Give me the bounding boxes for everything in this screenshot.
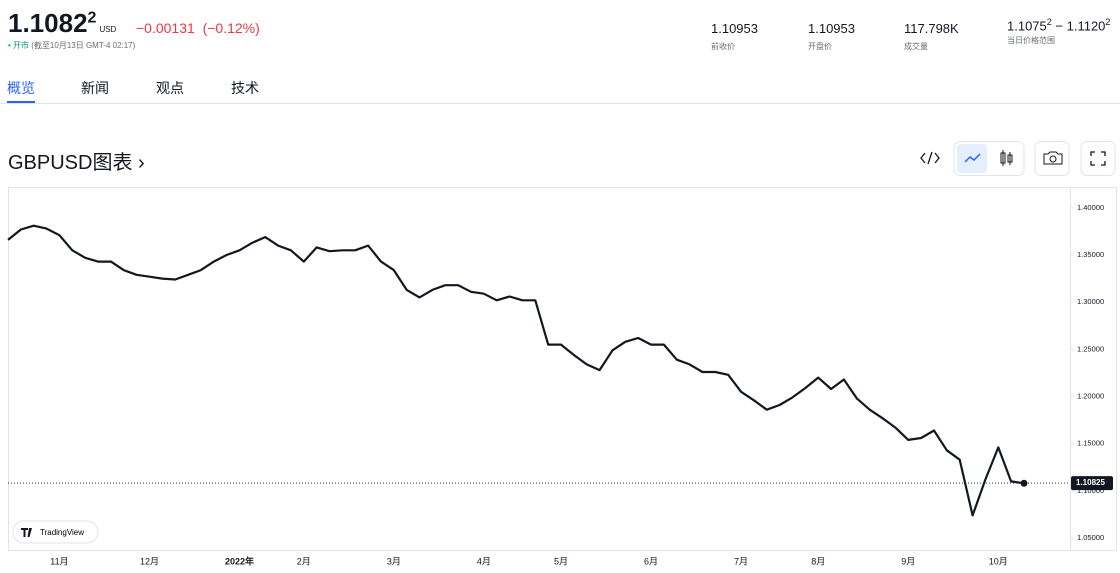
embed-button[interactable] <box>920 151 940 165</box>
x-tick-label: 8月 <box>811 556 825 566</box>
tab-indicator <box>7 101 35 103</box>
y-tick-label: 1.20000 <box>1077 391 1104 400</box>
x-tick-label: 3月 <box>387 556 401 566</box>
y-tick-label: 1.25000 <box>1077 344 1104 353</box>
change-value: −0.00131 <box>136 20 195 36</box>
x-tick-label: 5月 <box>554 556 568 566</box>
range-sup: 2 <box>1046 17 1052 27</box>
stat-label: 前收价 <box>711 42 735 51</box>
x-tick-label: 2月 <box>297 556 311 566</box>
x-tick-label: 11月 <box>50 556 68 566</box>
last-price-label: 1.10825 <box>1076 478 1105 487</box>
separator <box>0 103 1120 104</box>
watermark: TradingView <box>40 528 84 537</box>
x-tick-label: 12月 <box>140 556 159 566</box>
snapshot-button[interactable] <box>1034 141 1070 176</box>
chart-title[interactable]: GBPUSD图表 › <box>8 152 145 174</box>
y-tick-label: 1.05000 <box>1077 533 1104 542</box>
change-pct: (−0.12%) <box>202 20 260 36</box>
watermark-logo <box>21 528 32 537</box>
range-low: 1.1075 <box>1007 18 1047 34</box>
stat-value: 1.10953 <box>711 21 758 36</box>
toolbar <box>920 141 1116 176</box>
y-tick-label: 1.10000 <box>1077 486 1104 495</box>
tab[interactable]: 概览 <box>7 80 35 96</box>
stat-value: 1.10953 <box>808 21 855 36</box>
as-of: (截至10月13日 GMT-4 02:17) <box>31 41 136 50</box>
price: 1.10822USD <box>8 8 116 39</box>
range-sep: − <box>1051 18 1067 34</box>
stat: 1.10953 前收价 <box>711 21 758 52</box>
y-tick-label: 1.30000 <box>1077 297 1104 306</box>
currency: USD <box>99 25 117 34</box>
change: −0.00131 (−0.12%) <box>136 20 260 36</box>
watermark-badge <box>12 520 99 544</box>
x-tick-label: 7月 <box>734 556 748 566</box>
market-status: • 开市 <box>8 41 30 50</box>
stat-value: 117.798K <box>904 21 959 36</box>
y-tick-label: 1.15000 <box>1077 439 1104 448</box>
fullscreen-button[interactable] <box>1080 141 1116 176</box>
price-value: 1.1082 <box>8 8 88 38</box>
stat-label: 成交量 <box>904 42 928 51</box>
y-tick-label: 1.40000 <box>1077 203 1104 212</box>
status: • 开市 (截至10月13日 GMT-4 02:17) <box>8 40 135 51</box>
x-tick-label: 10月 <box>989 556 1008 566</box>
candle-button[interactable] <box>1000 150 1013 166</box>
tab[interactable]: 新闻 <box>81 80 109 96</box>
stat: 1.10953 开盘价 <box>808 21 855 52</box>
x-tick-label: 2022年 <box>225 555 254 566</box>
stat: 117.798K 成交量 <box>904 21 959 52</box>
chart-frame <box>8 187 1117 551</box>
price-line <box>7 224 1025 517</box>
tab[interactable]: 技术 <box>231 80 259 96</box>
range-sup: 2 <box>1105 17 1111 27</box>
x-tick-label: 6月 <box>644 556 658 566</box>
chart-type-group <box>953 141 1025 176</box>
tab[interactable]: 观点 <box>156 80 184 96</box>
price-sup: 2 <box>87 9 97 27</box>
y-tick-label: 1.35000 <box>1077 250 1104 259</box>
range-high: 1.1120 <box>1066 18 1106 34</box>
stat-label: 开盘价 <box>808 42 832 51</box>
last-price-badge <box>1071 476 1113 491</box>
last-point <box>1020 479 1028 487</box>
stat: 1.10752 − 1.11202 当日价格范围 <box>1007 17 1110 46</box>
x-tick-label: 9月 <box>901 556 915 566</box>
stat-label: 当日价格范围 <box>1007 36 1055 46</box>
x-tick-label: 4月 <box>477 556 491 566</box>
